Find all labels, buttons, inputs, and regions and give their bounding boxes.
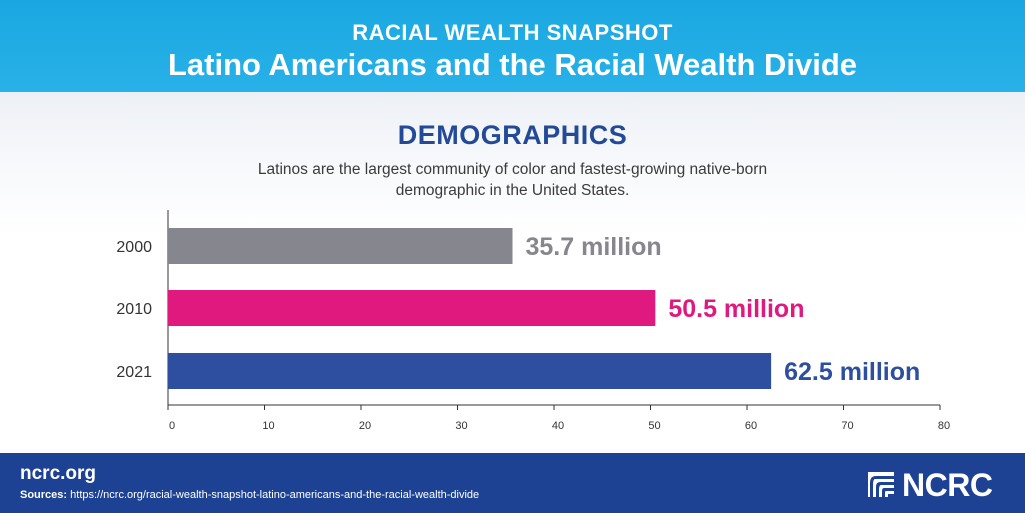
x-tick-label: 0 [169,420,175,432]
section-description: Latinos are the largest community of col… [257,161,768,199]
data-label: 50.5 million [668,295,804,323]
data-label: 62.5 million [784,358,920,386]
page-title: Latino Americans and the Racial Wealth D… [167,47,858,82]
x-tick-label: 50 [648,420,660,432]
bar-2000 [168,228,513,264]
category-label: 2000 [116,239,152,256]
section-title: DEMOGRAPHICS [397,120,628,150]
x-tick-label: 80 [938,420,950,432]
x-tick-label: 30 [455,420,467,432]
ncrc-logo-text: NCRC [902,467,993,503]
bar-2010 [168,290,656,326]
ncrc-logo-icon [868,472,894,497]
footer-bar: ncrc.org Sources: https://ncrc.org/racia… [0,453,1025,513]
bar-chart: 0 10 20 30 40 50 60 70 80 2000 35.7 million 2010 50.… [116,210,950,432]
x-tick-label: 60 [745,420,757,432]
x-tick-label: 20 [359,420,371,432]
x-tick-label: 70 [841,420,853,432]
x-tick-label: 10 [262,420,274,432]
header-banner: RACIAL WEALTH SNAPSHOT Latino Americans … [0,0,1025,92]
footer-site-link[interactable]: ncrc.org [20,463,97,484]
footer-sources: Sources: https://ncrc.org/racial-wealth-… [20,489,479,501]
data-label: 35.7 million [526,233,662,261]
bar-2021 [168,353,772,389]
main-panel: DEMOGRAPHICS Latinos are the largest com… [0,92,1025,453]
category-label: 2010 [116,301,152,318]
header-kicker: RACIAL WEALTH SNAPSHOT [352,20,673,45]
x-tick-label: 40 [552,420,564,432]
sources-url[interactable]: https://ncrc.org/racial-wealth-snapshot-… [70,489,480,501]
category-label: 2021 [116,364,152,381]
sources-label: Sources: [20,489,68,501]
